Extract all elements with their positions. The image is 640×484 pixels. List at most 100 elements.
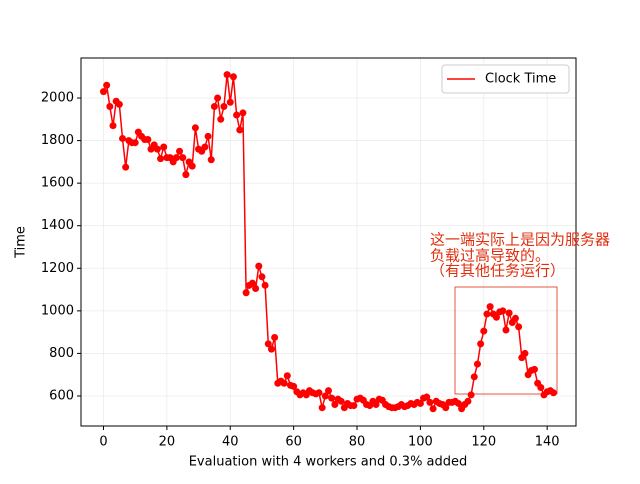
point [350, 402, 358, 410]
point [188, 162, 196, 170]
point [328, 394, 336, 402]
x-tick-label: 140 [535, 435, 560, 450]
x-tick-label: 80 [349, 435, 366, 450]
x-tick-label: 0 [99, 435, 107, 450]
point [499, 307, 507, 315]
point [229, 73, 237, 81]
point [442, 404, 450, 412]
point [267, 345, 275, 353]
point [318, 404, 326, 412]
point [103, 81, 111, 89]
highlight-box [454, 286, 558, 395]
y-axis-label: Time [14, 226, 29, 259]
point [530, 365, 538, 373]
point [454, 399, 462, 407]
point [337, 397, 345, 405]
point [372, 401, 380, 409]
point [204, 132, 212, 140]
y-tick-label: 1000 [41, 303, 74, 318]
y-tick-label: 1600 [41, 176, 74, 191]
point [325, 387, 332, 395]
point [248, 279, 256, 287]
y-tick-label: 1200 [41, 261, 74, 276]
point [201, 143, 209, 151]
point [416, 399, 424, 407]
point [470, 373, 478, 381]
plot [100, 71, 557, 413]
point [290, 382, 298, 390]
x-tick-label: 100 [408, 435, 433, 450]
point [464, 397, 472, 405]
point [477, 340, 485, 348]
y-tick-label: 800 [49, 346, 74, 361]
point [220, 103, 228, 111]
axes-frame [80, 57, 577, 427]
point [214, 94, 222, 102]
point [119, 134, 127, 142]
point [261, 281, 269, 289]
legend-label: Clock Time [485, 72, 556, 87]
point [331, 401, 339, 409]
point [179, 154, 187, 162]
legend-box [441, 64, 570, 94]
point [264, 340, 272, 348]
point [255, 262, 263, 270]
point [252, 285, 260, 293]
x-tick-label: 60 [285, 435, 302, 450]
point [242, 289, 250, 297]
point [176, 147, 184, 155]
point [492, 313, 500, 321]
annotation: 这一端实际上是因为服务器 [430, 231, 610, 249]
point [280, 379, 288, 387]
point [100, 88, 107, 96]
annotation: （有其他任务运行） [430, 262, 565, 280]
point [239, 109, 247, 117]
point [191, 124, 199, 132]
point [483, 310, 491, 318]
point [122, 163, 130, 171]
point [423, 393, 431, 401]
x-axis-label: Evaluation with 4 workers and 0.3% added [189, 455, 468, 470]
point [160, 143, 168, 151]
x-tick-label: 20 [159, 435, 176, 450]
point [550, 389, 557, 397]
point [233, 111, 241, 119]
point [315, 389, 323, 397]
point [207, 156, 215, 164]
point [486, 303, 494, 311]
point [223, 71, 231, 79]
point [537, 383, 545, 391]
point [502, 326, 510, 334]
y-tick-label: 2000 [41, 91, 74, 106]
point [109, 122, 117, 130]
point [426, 398, 434, 406]
y-tick-label: 600 [49, 388, 74, 403]
point [473, 360, 481, 368]
point [106, 103, 114, 111]
point [115, 100, 123, 108]
point [182, 171, 190, 179]
point [283, 372, 291, 380]
x-tick-label: 120 [471, 435, 496, 450]
grid [81, 58, 576, 426]
point [153, 145, 161, 153]
point [480, 327, 488, 335]
point [217, 115, 225, 123]
point [429, 405, 437, 413]
point [271, 333, 279, 341]
point [511, 314, 519, 322]
point [505, 309, 513, 317]
y-tick-label: 1800 [41, 133, 74, 148]
point [521, 349, 529, 357]
point [515, 323, 523, 331]
point [172, 154, 180, 162]
annotation: 负载过高导致的。 [430, 247, 550, 265]
point [467, 391, 475, 399]
point [144, 136, 152, 144]
point [226, 98, 234, 106]
point [236, 126, 244, 134]
point [157, 155, 165, 163]
point [321, 392, 329, 400]
point [131, 139, 139, 147]
